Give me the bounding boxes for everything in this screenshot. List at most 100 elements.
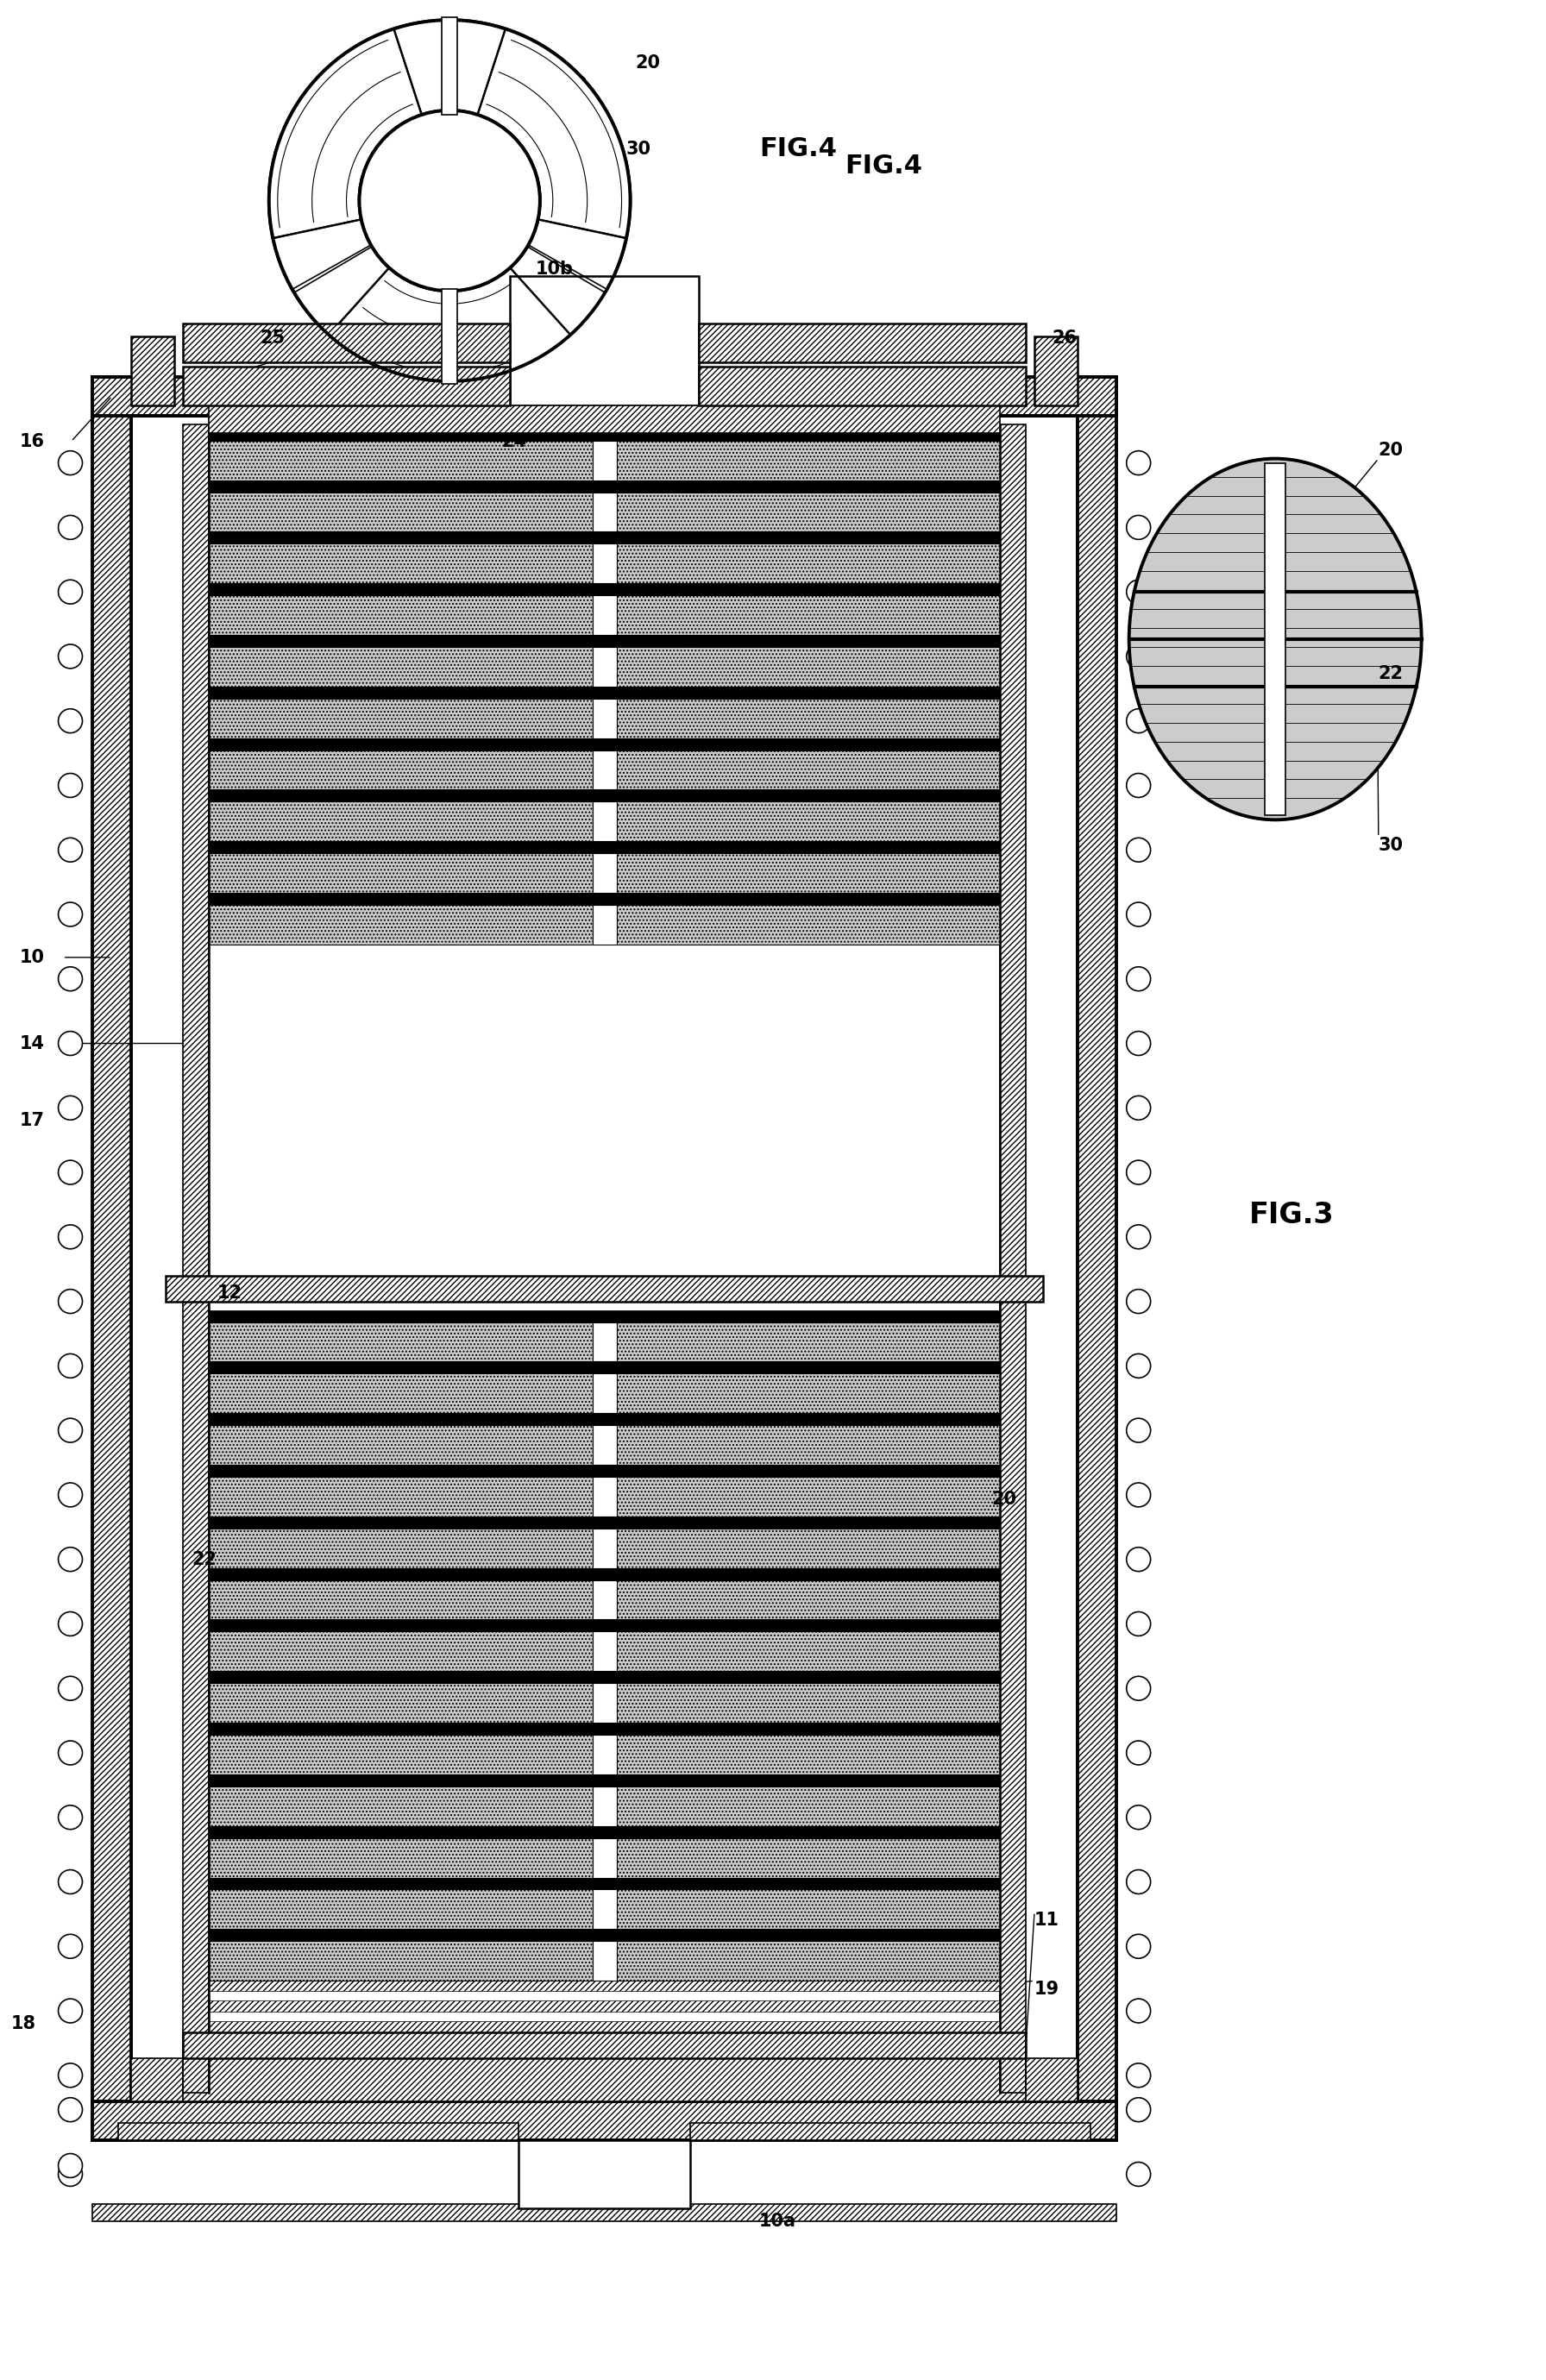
Bar (617, 1735, 1000, 1775)
Bar (592, 543, 617, 583)
Bar (209, 685, 1000, 700)
Text: 30: 30 (626, 140, 651, 157)
Bar (93, 376, 1116, 416)
Bar (592, 750, 617, 790)
Circle shape (59, 2161, 82, 2187)
Bar (209, 1373, 592, 1414)
Bar (93, 376, 131, 2140)
Bar (592, 1787, 617, 1825)
Circle shape (1127, 1418, 1150, 1442)
Bar (182, 2033, 1027, 2059)
Circle shape (59, 2063, 82, 2087)
Bar (209, 1426, 592, 1464)
Circle shape (59, 1226, 82, 1250)
Circle shape (59, 1354, 82, 1378)
Bar (592, 802, 617, 840)
Text: 17: 17 (20, 1111, 45, 1130)
Circle shape (1127, 774, 1150, 797)
Bar (617, 1837, 1000, 1878)
Bar (209, 738, 1000, 750)
Bar (131, 2059, 1078, 2102)
Text: 10a: 10a (759, 2213, 796, 2230)
Bar (119, 2123, 518, 2140)
Text: 20: 20 (1379, 440, 1404, 459)
Circle shape (59, 2154, 82, 2178)
Bar (617, 440, 1000, 481)
Bar (592, 1683, 617, 1723)
Circle shape (1127, 1483, 1150, 1507)
Bar (617, 1478, 1000, 1516)
Bar (442, 17, 458, 114)
Bar (165, 1276, 1044, 1302)
Bar (209, 1775, 1000, 1787)
Circle shape (59, 450, 82, 476)
Bar (592, 595, 617, 635)
Bar (592, 493, 617, 531)
Bar (209, 1890, 592, 1930)
Bar (617, 1633, 1000, 1671)
Bar (209, 1528, 592, 1568)
Bar (209, 1361, 1000, 1373)
Bar (592, 1890, 617, 1930)
Circle shape (1127, 581, 1150, 605)
Circle shape (59, 1676, 82, 1699)
Bar (617, 1942, 1000, 1980)
Ellipse shape (1129, 459, 1421, 819)
Circle shape (59, 2097, 82, 2121)
Circle shape (59, 966, 82, 990)
Bar (592, 1837, 617, 1878)
Bar (209, 700, 592, 738)
Bar (617, 493, 1000, 531)
Bar (209, 531, 1000, 543)
Bar (209, 790, 1000, 802)
Bar (209, 840, 1000, 854)
Bar (617, 1426, 1000, 1464)
Polygon shape (394, 19, 506, 114)
Circle shape (1127, 1740, 1150, 1766)
Circle shape (59, 902, 82, 926)
Circle shape (1127, 1999, 1150, 2023)
Polygon shape (329, 267, 570, 381)
Circle shape (59, 1161, 82, 1185)
Circle shape (1127, 516, 1150, 540)
Circle shape (269, 19, 631, 381)
Bar (592, 854, 617, 892)
Circle shape (59, 1483, 82, 1507)
Bar (592, 1373, 617, 1414)
Circle shape (59, 838, 82, 862)
Text: 10: 10 (20, 950, 45, 966)
Circle shape (1127, 1547, 1150, 1571)
Bar (209, 1942, 592, 1980)
Text: 18: 18 (11, 2016, 36, 2033)
Bar (209, 1464, 1000, 1478)
Bar (592, 1528, 617, 1568)
Bar (617, 1890, 1000, 1930)
Circle shape (1127, 645, 1150, 669)
Text: 20: 20 (635, 55, 660, 71)
Circle shape (1127, 450, 1150, 476)
Bar (617, 802, 1000, 840)
Bar (209, 1980, 1000, 1992)
Circle shape (59, 1935, 82, 1959)
Bar (209, 1618, 1000, 1633)
Circle shape (1127, 2161, 1150, 2187)
Text: 24: 24 (501, 433, 526, 450)
Bar (182, 424, 209, 2092)
Bar (209, 1918, 1000, 1930)
Circle shape (59, 1290, 82, 1314)
Bar (209, 854, 592, 892)
Circle shape (59, 1418, 82, 1442)
Bar (209, 1568, 1000, 1580)
Bar (209, 1735, 592, 1775)
Bar (209, 1580, 592, 1618)
Bar (209, 1937, 1000, 1949)
Circle shape (59, 1740, 82, 1766)
Bar (592, 647, 617, 685)
Circle shape (1127, 1226, 1150, 1250)
Bar (209, 1478, 592, 1516)
Bar (592, 904, 617, 945)
Bar (617, 1321, 1000, 1361)
Bar (209, 647, 592, 685)
Bar (209, 1671, 1000, 1683)
Bar (1265, 462, 1286, 816)
